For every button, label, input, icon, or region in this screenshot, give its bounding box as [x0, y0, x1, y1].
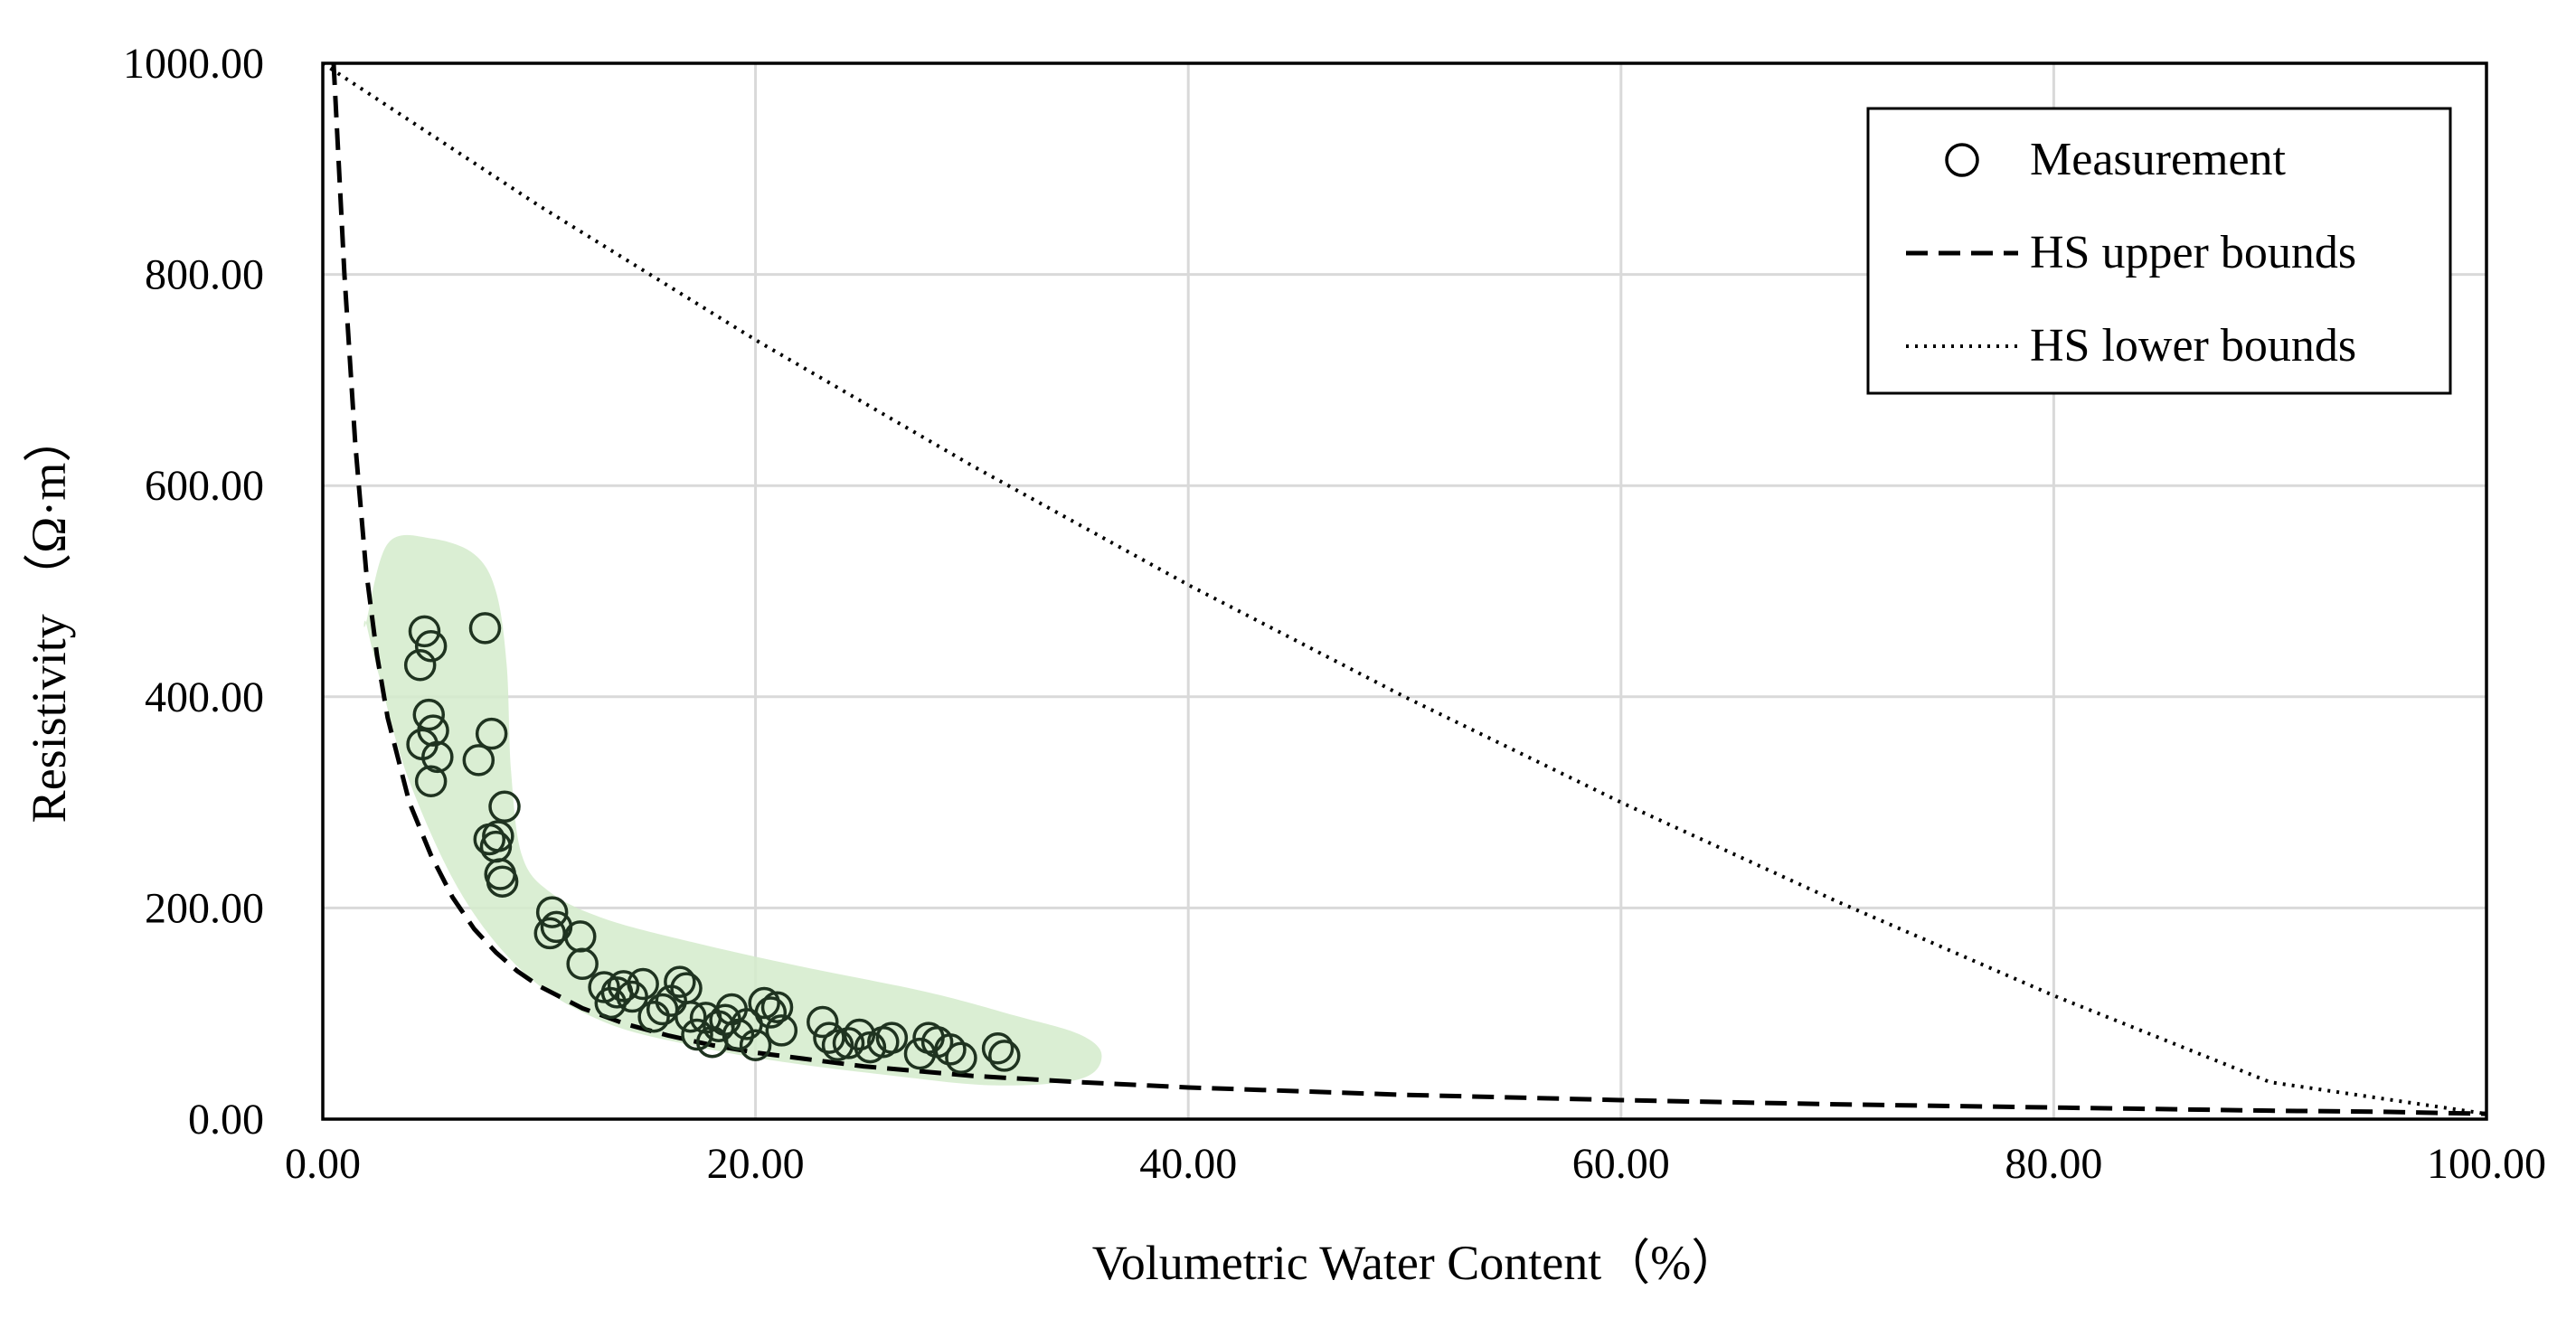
measurement-point: [934, 1033, 967, 1066]
measurement-point: [813, 1021, 845, 1054]
measurement-point: [566, 947, 599, 981]
legend-label-measurement: Measurement: [2030, 134, 2287, 185]
legend-label-upper-bound: HS upper bounds: [2030, 227, 2356, 278]
measurement-point: [760, 991, 794, 1023]
legend-box: [1866, 107, 2452, 395]
x-axis-title: Volumetric Water Content（%）: [1092, 1236, 1741, 1290]
measurement-point: [475, 717, 508, 750]
measurement-point: [486, 865, 519, 898]
y-tick-label: 200.00: [145, 884, 264, 932]
x-tick-label: 80.00: [2005, 1140, 2102, 1188]
measurement-point: [988, 1040, 1021, 1072]
legend: Measurement HS upper bounds HS lower bou…: [1866, 107, 2452, 395]
measurement-point: [412, 698, 446, 731]
measurement-point: [681, 1018, 713, 1051]
measurement-point: [468, 612, 502, 645]
measurement-point: [533, 917, 567, 950]
measurement-point: [748, 986, 780, 1020]
measurement-point: [875, 1021, 909, 1054]
legend-label-lower-bound: HS lower bounds: [2030, 320, 2356, 372]
measurement-point: [821, 1029, 854, 1061]
measurement-point: [408, 615, 441, 648]
x-tick-label: 20.00: [707, 1140, 805, 1188]
measurement-point: [739, 1029, 772, 1061]
measurement-point: [754, 996, 788, 1029]
measurement-point: [462, 744, 495, 777]
x-tick-label: 0.00: [285, 1140, 361, 1188]
measurement-point: [535, 896, 569, 928]
measurement-point: [403, 649, 437, 682]
measurement-point: [981, 1031, 1014, 1065]
tick-labels: 0.00 20.00 40.00 60.00 80.00 100.00 0.00 200.00…: [123, 40, 2546, 1188]
y-tick-label: 800.00: [145, 251, 264, 299]
measurement-point: [945, 1041, 977, 1075]
measurement-point: [807, 1005, 839, 1039]
measurement-point: [607, 970, 640, 1003]
plot-area-frame: [321, 61, 2488, 1121]
x-tick-label: 40.00: [1139, 1140, 1237, 1188]
measurement-point: [488, 790, 521, 824]
measurement-point: [722, 1018, 755, 1051]
measurement-point: [765, 1014, 798, 1047]
y-tick-label: 1000.00: [123, 40, 264, 88]
y-axis-title: Resistivity （Ω·m）: [22, 414, 76, 824]
measurement-point: [832, 1027, 865, 1059]
y-tick-label: 400.00: [145, 673, 264, 721]
measurement-point: [482, 820, 514, 852]
measurement-point: [417, 714, 449, 747]
measurement-point: [637, 1000, 670, 1033]
legend-measurement-marker: [1945, 143, 1979, 177]
measurement-point: [414, 629, 448, 663]
measurement-point: [421, 740, 454, 774]
y-tick-label: 600.00: [145, 462, 264, 510]
measurement-point: [627, 967, 659, 1001]
series-layer: [321, 61, 2487, 1116]
measurement-point: [664, 965, 696, 998]
measurement-point: [675, 1000, 707, 1033]
y-tick-label: 0.00: [188, 1096, 264, 1144]
x-tick-label: 100.00: [2427, 1140, 2546, 1188]
measurement-point: [903, 1037, 937, 1070]
measurement-point: [414, 765, 448, 797]
x-tick-label: 60.00: [1572, 1140, 1670, 1188]
